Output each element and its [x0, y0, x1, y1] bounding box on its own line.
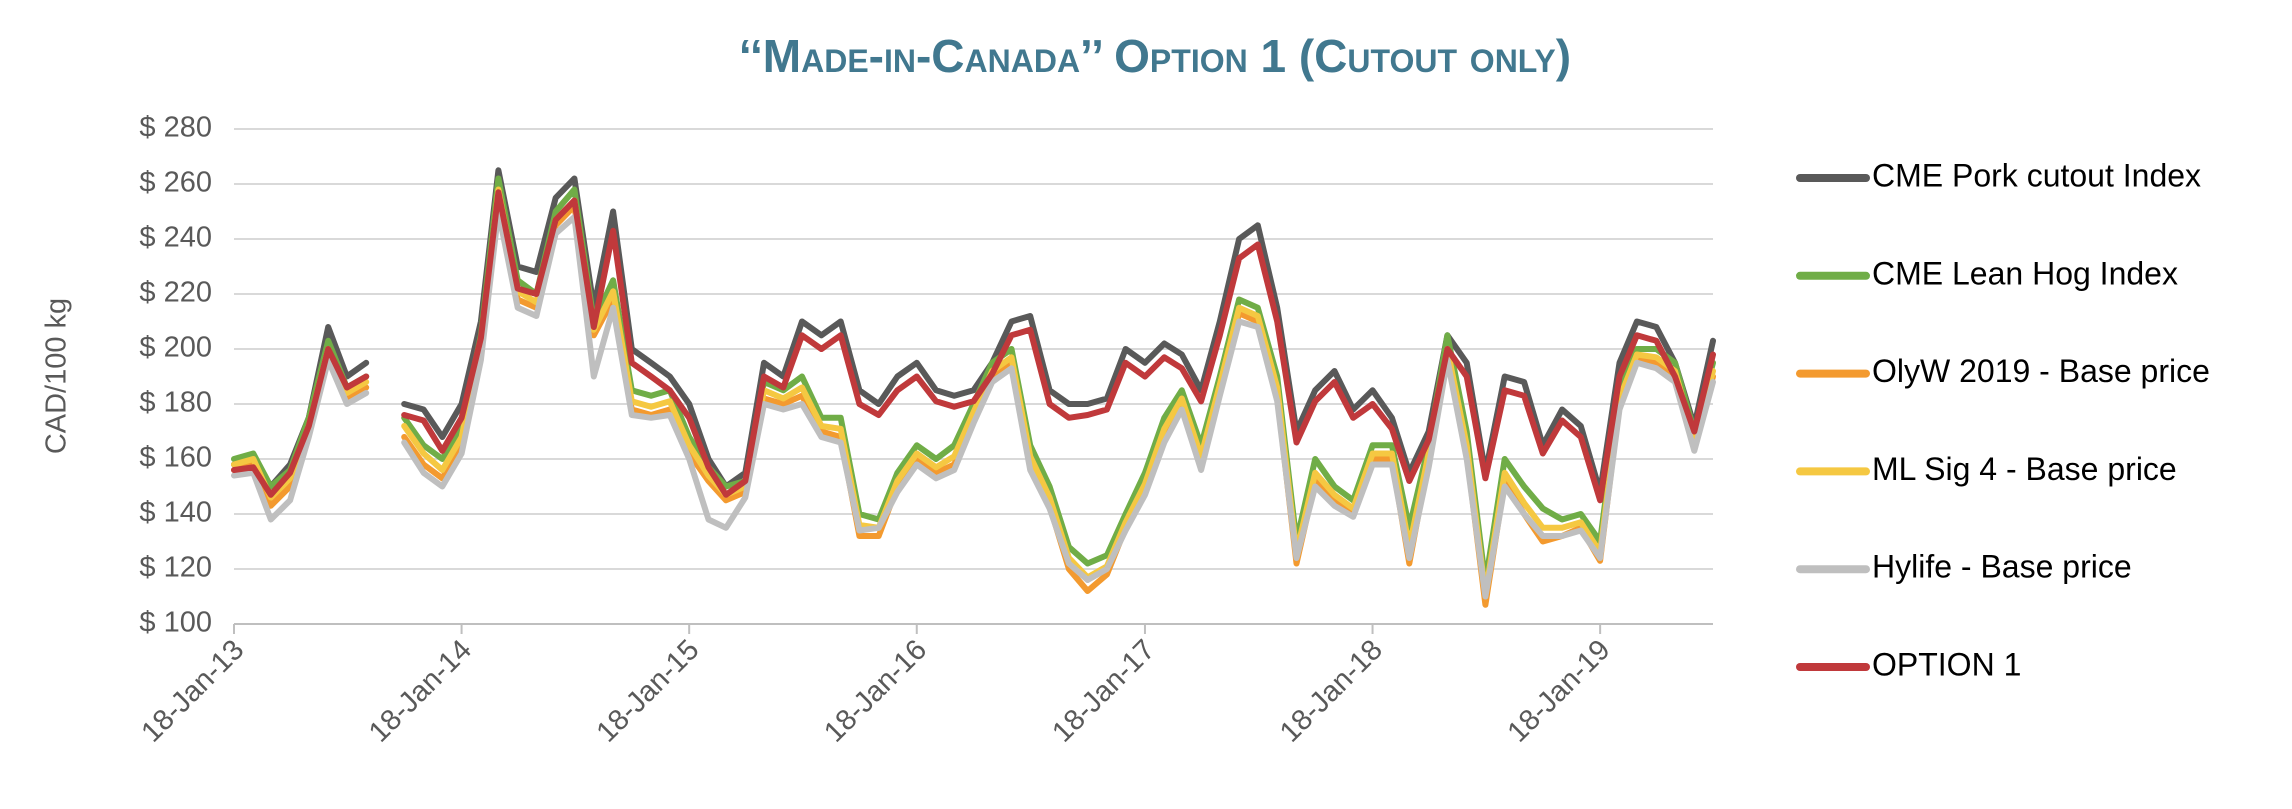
legend-label: CME Lean Hog Index [1872, 255, 2178, 291]
chart-title: ‘‘Made-in-Canada’’ Option 1 (Cutout only… [739, 30, 1571, 82]
x-tick-label: 18-Jan-16 [818, 634, 933, 749]
y-tick-label: $ 280 [139, 112, 212, 144]
x-tick-label: 18-Jan-14 [363, 634, 478, 749]
y-tick-label: $ 260 [139, 167, 212, 199]
legend-label: OPTION 1 [1872, 646, 2021, 682]
x-tick-label: 18-Jan-18 [1274, 634, 1389, 749]
x-tick-label: 18-Jan-17 [1046, 634, 1161, 749]
x-tick-label: 18-Jan-19 [1502, 634, 1617, 749]
y-tick-label: $ 180 [139, 387, 212, 419]
y-tick-label: $ 140 [139, 497, 212, 529]
x-tick-label: 18-Jan-15 [591, 634, 706, 749]
legend-label: Hylife - Base price [1872, 549, 2132, 585]
y-tick-label: $ 200 [139, 332, 212, 364]
y-tick-label: $ 100 [139, 607, 212, 639]
y-tick-label: $ 160 [139, 442, 212, 474]
legend-label: OlyW 2019 - Base price [1872, 353, 2210, 389]
legend-label: CME Pork cutout Index [1872, 157, 2201, 193]
y-tick-label: $ 240 [139, 222, 212, 254]
y-tick-label: $ 220 [139, 277, 212, 309]
x-tick-label: 18-Jan-13 [135, 634, 250, 749]
legend-label: ML Sig 4 - Base price [1872, 451, 2177, 487]
series-line [231, 189, 1716, 504]
y-axis-label: CAD/100 kg [41, 298, 73, 454]
y-tick-label: $ 120 [139, 552, 212, 584]
series-line [231, 208, 1716, 600]
